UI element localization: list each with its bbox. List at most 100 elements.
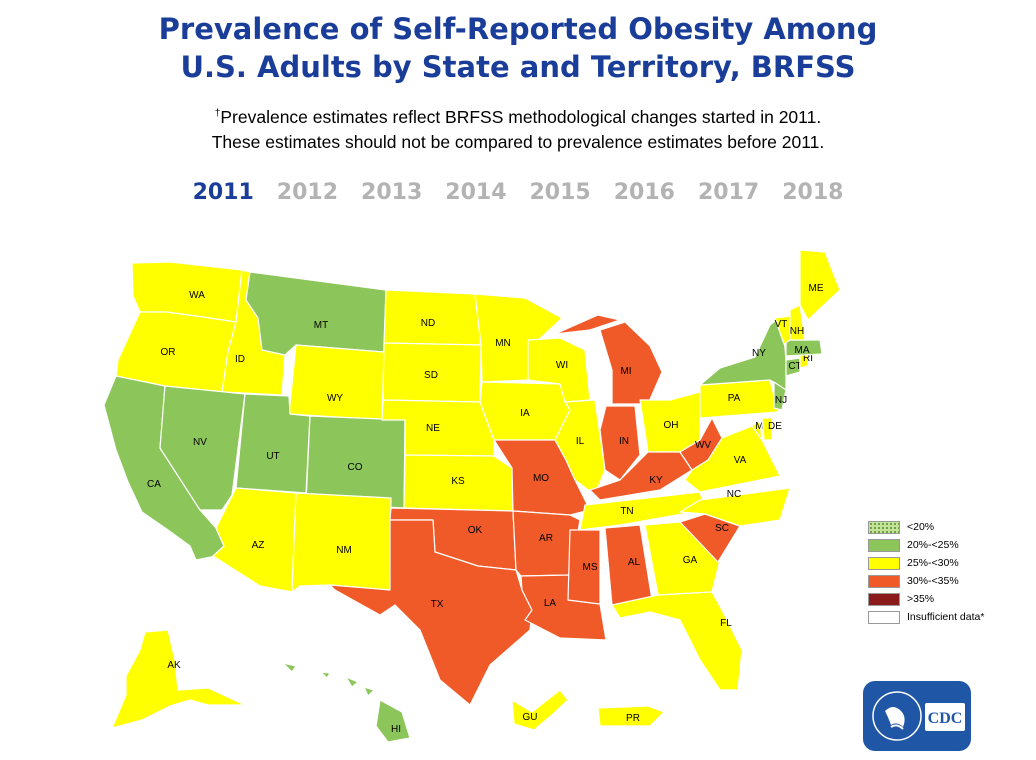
state-tn[interactable]: TN [579, 491, 706, 531]
state-shape-gu [511, 689, 569, 731]
state-shape-tn [579, 491, 706, 531]
state-shape-nm [291, 492, 392, 593]
state-shape-mt [245, 271, 387, 356]
state-nc[interactable]: NC [679, 487, 791, 527]
cdc-logo-text: CDC [928, 710, 963, 727]
state-label-wa: WA [189, 290, 205, 301]
state-label-nc: NC [727, 489, 741, 500]
note-line-2: These estimates should not be compared t… [211, 131, 825, 152]
state-me[interactable]: ME [799, 249, 841, 321]
state-shape-hi [282, 662, 411, 743]
legend-label: <20% [907, 521, 935, 533]
state-label-ms: MS [583, 562, 598, 573]
state-label-pr: PR [626, 713, 640, 724]
legend-swatch [868, 520, 900, 534]
legend-label: Insufficient data* [907, 611, 985, 623]
state-ms[interactable]: MS [567, 529, 601, 605]
state-label-nm: NM [336, 545, 352, 556]
legend-item: >35% [868, 590, 984, 608]
legend-item: 25%-<30% [868, 554, 984, 572]
year-selector: 2011 2012 2013 2014 2015 2016 2017 2018 [0, 180, 1036, 205]
state-label-fl: FL [720, 618, 732, 629]
legend-label: 25%-<30% [907, 557, 959, 569]
state-label-ar: AR [539, 533, 553, 544]
legend-label: 20%-<25% [907, 539, 959, 551]
state-label-or: OR [161, 347, 176, 358]
state-label-mn: MN [495, 338, 511, 349]
state-ma[interactable]: MA [785, 339, 823, 357]
legend-swatch [868, 610, 900, 624]
year-tab-2011[interactable]: 2011 [192, 180, 254, 205]
state-ia[interactable]: IA [479, 381, 571, 441]
state-shape-md [721, 421, 763, 441]
state-ks[interactable]: KS [403, 454, 514, 512]
year-tab-2012[interactable]: 2012 [276, 180, 339, 205]
state-ga[interactable]: GA [644, 521, 721, 596]
state-label-wi: WI [556, 360, 568, 371]
legend-label: 30%-<35% [907, 575, 959, 587]
state-label-hi: HI [391, 724, 401, 735]
state-pa[interactable]: PA [699, 379, 779, 419]
state-label-ky: KY [649, 475, 663, 486]
year-tab-2015[interactable]: 2015 [529, 180, 591, 205]
state-label-nd: ND [421, 318, 435, 329]
state-label-id: ID [235, 354, 245, 365]
state-mt[interactable]: MT [245, 271, 387, 356]
state-label-ct: CT [788, 361, 801, 372]
state-al[interactable]: AL [604, 524, 653, 606]
state-sd[interactable]: SD [382, 342, 482, 403]
state-ct[interactable]: CT [785, 357, 802, 377]
state-shape-me [799, 249, 841, 321]
state-label-wy: WY [327, 393, 343, 404]
state-label-ma: MA [795, 345, 810, 356]
state-label-az: AZ [252, 540, 265, 551]
state-mi[interactable]: MI [554, 314, 663, 405]
state-oh[interactable]: OH [639, 391, 701, 453]
legend-item: 30%-<35% [868, 572, 984, 590]
state-label-al: AL [628, 557, 641, 568]
year-tab-2016[interactable]: 2016 [613, 180, 675, 205]
state-wy[interactable]: WY [288, 344, 385, 421]
year-tab-2014[interactable]: 2014 [445, 180, 507, 205]
year-tab-2013[interactable]: 2013 [361, 180, 423, 205]
state-label-co: CO [348, 462, 363, 473]
state-hi[interactable]: HI [282, 662, 411, 743]
state-label-mt: MT [314, 320, 328, 331]
state-ny[interactable]: NY [699, 314, 787, 391]
state-nd[interactable]: ND [383, 289, 482, 346]
cdc-logo: CDC [863, 681, 971, 751]
state-shape-nc [679, 487, 791, 527]
year-tab-2017[interactable]: 2017 [697, 180, 760, 205]
state-label-oh: OH [664, 420, 679, 431]
state-label-vt: VT [775, 319, 788, 330]
state-shape-mi [554, 314, 663, 405]
state-gu[interactable]: GU [511, 689, 569, 731]
legend-swatch [868, 592, 900, 606]
state-shape-de [761, 417, 773, 441]
state-label-tx: TX [431, 599, 444, 610]
year-tab-2018[interactable]: 2018 [782, 180, 844, 205]
state-label-ks: KS [451, 476, 465, 487]
legend-swatch [868, 538, 900, 552]
state-shape-pr [597, 705, 665, 727]
state-fl[interactable]: FL [611, 591, 743, 691]
state-de[interactable]: DE [761, 417, 782, 441]
state-nj[interactable]: NJ [773, 381, 787, 411]
state-label-gu: GU [523, 712, 538, 723]
state-tx[interactable]: TX [329, 519, 533, 706]
state-label-sc: SC [715, 523, 729, 534]
state-label-ca: CA [147, 479, 161, 490]
state-pr[interactable]: PR [597, 705, 665, 727]
state-ak[interactable]: AK [111, 629, 246, 729]
state-nh[interactable]: NH [789, 304, 806, 341]
state-nm[interactable]: NM [291, 492, 392, 593]
state-il[interactable]: IL [554, 399, 606, 496]
state-va[interactable]: VA [684, 425, 781, 493]
state-label-mi: MI [620, 366, 631, 377]
state-label-il: IL [576, 436, 585, 447]
state-shape-fl [611, 591, 743, 691]
state-label-nj: NJ [775, 395, 787, 406]
state-label-wv: WV [695, 440, 711, 451]
state-label-ia: IA [520, 408, 530, 419]
